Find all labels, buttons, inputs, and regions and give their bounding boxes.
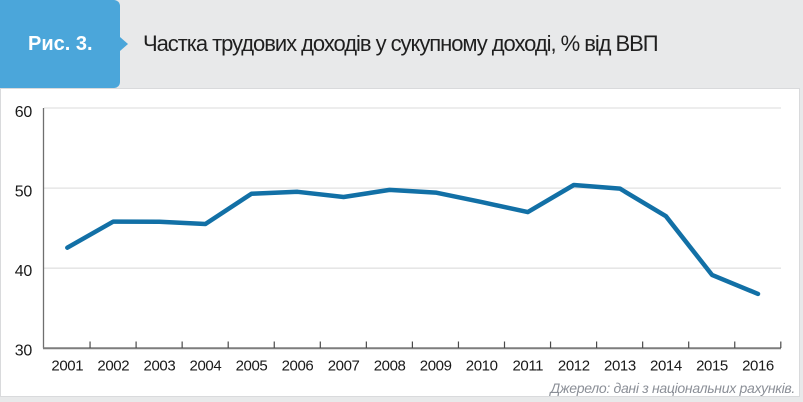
svg-text:2005: 2005 [236, 358, 268, 375]
svg-text:2004: 2004 [190, 358, 222, 375]
svg-text:2010: 2010 [466, 358, 498, 375]
svg-text:2009: 2009 [420, 358, 452, 375]
svg-text:2001: 2001 [51, 358, 83, 375]
svg-text:2008: 2008 [374, 358, 406, 375]
svg-text:40: 40 [15, 263, 33, 280]
svg-text:2011: 2011 [512, 358, 543, 375]
svg-text:60: 60 [15, 104, 33, 121]
svg-text:50: 50 [15, 183, 33, 200]
svg-text:2006: 2006 [282, 358, 314, 375]
svg-text:30: 30 [15, 343, 33, 360]
svg-text:2002: 2002 [97, 358, 129, 375]
svg-text:2014: 2014 [650, 358, 682, 375]
svg-text:2013: 2013 [604, 358, 636, 375]
svg-text:2016: 2016 [742, 358, 774, 375]
svg-text:2007: 2007 [328, 358, 360, 375]
svg-text:2003: 2003 [144, 358, 176, 375]
svg-text:2015: 2015 [696, 358, 728, 375]
svg-text:2012: 2012 [558, 358, 590, 375]
